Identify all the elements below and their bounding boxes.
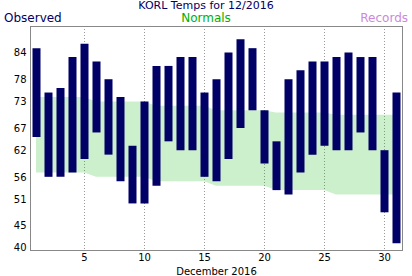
html-text:Observed: Observed <box>4 11 62 25</box>
svg-text:30: 30 <box>378 252 391 263</box>
svg-text:56: 56 <box>14 172 27 183</box>
svg-text:73: 73 <box>14 96 27 107</box>
svg-text:84: 84 <box>14 47 27 58</box>
html-text:Records: Records <box>360 11 408 25</box>
svg-text:20: 20 <box>258 252 271 263</box>
svg-text:December 2016: December 2016 <box>176 266 256 276</box>
svg-text:40: 40 <box>14 242 27 253</box>
html-text:KORL Temps for 12/2016: KORL Temps for 12/2016 <box>138 0 274 12</box>
svg-text:5: 5 <box>81 252 87 263</box>
svg-text:15: 15 <box>198 252 211 263</box>
svg-text:78: 78 <box>14 74 27 85</box>
svg-text:67: 67 <box>14 123 27 134</box>
html-text:Normals: Normals <box>181 11 231 25</box>
svg-text:10: 10 <box>138 252 151 263</box>
svg-text:25: 25 <box>318 252 331 263</box>
svg-text:51: 51 <box>14 194 27 205</box>
svg-text:62: 62 <box>14 145 27 156</box>
svg-text:45: 45 <box>14 220 27 231</box>
